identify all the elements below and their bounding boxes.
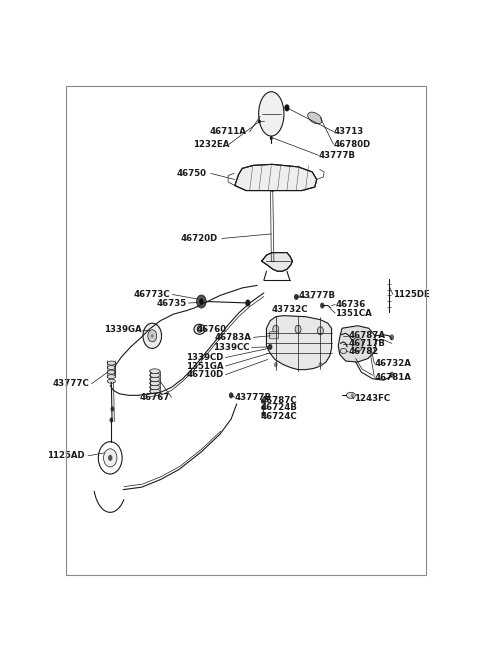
Text: 46720D: 46720D bbox=[181, 234, 218, 243]
Circle shape bbox=[319, 362, 322, 367]
Ellipse shape bbox=[107, 365, 115, 369]
Text: 1232EA: 1232EA bbox=[193, 140, 229, 149]
Circle shape bbox=[196, 295, 206, 308]
Text: 1351GA: 1351GA bbox=[186, 362, 224, 371]
Circle shape bbox=[197, 326, 202, 332]
Ellipse shape bbox=[107, 370, 115, 374]
Text: 1339CD: 1339CD bbox=[186, 353, 224, 362]
Circle shape bbox=[352, 337, 363, 352]
Circle shape bbox=[295, 326, 301, 333]
Circle shape bbox=[261, 411, 265, 417]
Circle shape bbox=[229, 392, 233, 398]
Text: 43713: 43713 bbox=[334, 127, 364, 136]
Circle shape bbox=[351, 393, 354, 398]
Ellipse shape bbox=[194, 324, 205, 334]
Text: 43732C: 43732C bbox=[272, 305, 309, 314]
Text: 46787A: 46787A bbox=[348, 331, 385, 341]
Text: 46773C: 46773C bbox=[133, 290, 170, 299]
Circle shape bbox=[199, 299, 204, 305]
Text: 46717B: 46717B bbox=[348, 339, 385, 348]
Text: 46783A: 46783A bbox=[215, 333, 252, 342]
Ellipse shape bbox=[308, 112, 322, 124]
Ellipse shape bbox=[150, 373, 160, 377]
Text: 46724B: 46724B bbox=[261, 403, 298, 413]
Text: 1339CC: 1339CC bbox=[213, 343, 250, 352]
Circle shape bbox=[274, 362, 277, 367]
Text: 46782: 46782 bbox=[348, 347, 379, 356]
Text: 46724C: 46724C bbox=[261, 412, 298, 421]
Ellipse shape bbox=[150, 369, 160, 373]
Circle shape bbox=[273, 326, 279, 333]
Circle shape bbox=[143, 323, 162, 348]
Polygon shape bbox=[235, 164, 317, 191]
Text: 46787C: 46787C bbox=[261, 396, 298, 405]
Ellipse shape bbox=[340, 348, 347, 354]
Text: 43777B: 43777B bbox=[319, 151, 356, 160]
Text: 46760: 46760 bbox=[197, 325, 227, 334]
Circle shape bbox=[110, 406, 114, 411]
Circle shape bbox=[258, 119, 261, 124]
Ellipse shape bbox=[107, 379, 115, 383]
Text: 46735: 46735 bbox=[156, 299, 186, 308]
Text: 43777B: 43777B bbox=[298, 291, 335, 300]
Circle shape bbox=[294, 294, 299, 300]
Polygon shape bbox=[338, 326, 376, 362]
Circle shape bbox=[390, 371, 394, 378]
Text: 1243FC: 1243FC bbox=[354, 394, 390, 403]
Text: 46711A: 46711A bbox=[209, 127, 246, 136]
Text: 46750: 46750 bbox=[177, 169, 207, 178]
Circle shape bbox=[320, 303, 324, 309]
Text: 46732A: 46732A bbox=[374, 359, 411, 368]
Ellipse shape bbox=[150, 389, 160, 394]
Text: 46767: 46767 bbox=[139, 393, 170, 402]
Ellipse shape bbox=[150, 377, 160, 381]
Text: 46780D: 46780D bbox=[334, 140, 371, 149]
Polygon shape bbox=[266, 316, 332, 369]
Circle shape bbox=[104, 449, 117, 467]
Text: 1125AD: 1125AD bbox=[48, 451, 85, 460]
Circle shape bbox=[108, 455, 112, 461]
Circle shape bbox=[268, 344, 273, 350]
Text: 43777B: 43777B bbox=[235, 393, 272, 402]
Text: 1125DE: 1125DE bbox=[393, 290, 430, 299]
Ellipse shape bbox=[107, 361, 115, 365]
Circle shape bbox=[270, 136, 273, 140]
Ellipse shape bbox=[107, 375, 115, 379]
Circle shape bbox=[151, 334, 154, 338]
Polygon shape bbox=[262, 253, 292, 271]
Text: 1339GA: 1339GA bbox=[104, 326, 142, 334]
Text: 46710D: 46710D bbox=[186, 370, 224, 379]
Circle shape bbox=[390, 334, 394, 341]
Circle shape bbox=[261, 399, 264, 404]
Ellipse shape bbox=[259, 92, 284, 136]
Circle shape bbox=[284, 104, 289, 111]
Text: 43777C: 43777C bbox=[53, 379, 90, 388]
Circle shape bbox=[245, 299, 251, 307]
Ellipse shape bbox=[347, 392, 355, 398]
Circle shape bbox=[109, 417, 113, 422]
Ellipse shape bbox=[150, 385, 160, 390]
Circle shape bbox=[261, 405, 265, 410]
Ellipse shape bbox=[150, 381, 160, 386]
FancyBboxPatch shape bbox=[269, 332, 278, 339]
Text: 46736: 46736 bbox=[335, 300, 366, 309]
Text: 1351CA: 1351CA bbox=[335, 309, 372, 318]
Text: 46781A: 46781A bbox=[374, 373, 411, 382]
Circle shape bbox=[148, 329, 156, 342]
Circle shape bbox=[317, 327, 324, 335]
